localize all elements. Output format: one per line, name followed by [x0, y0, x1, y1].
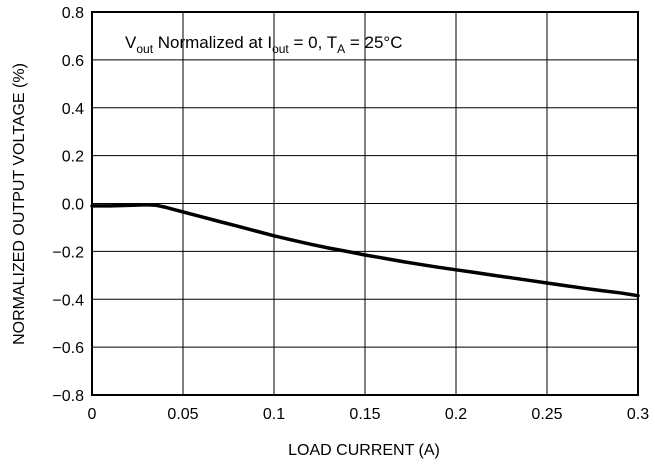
x-tick-label: 0.05 [167, 406, 198, 423]
grid-lines [91, 11, 639, 396]
x-tick-label: 0.25 [531, 406, 562, 423]
plot-frame [91, 11, 639, 396]
y-tick-label: 0.8 [62, 5, 84, 22]
y-tick-label: 0.6 [62, 53, 84, 70]
y-tick-labels: 0.8 0.6 0.4 0.2 0.0 −0.2 −0.4 −0.6 −0.8 [52, 5, 84, 405]
x-tick-label: 0.2 [445, 406, 467, 423]
annotation: Vout Normalized at Iout = 0, TA = 25°C [125, 33, 403, 56]
y-axis-label: NORMALIZED OUTPUT VOLTAGE (%) [11, 63, 28, 345]
x-tick-label: 0.1 [263, 406, 285, 423]
y-tick-label: −0.8 [52, 388, 84, 405]
series-line [90, 202, 640, 298]
y-tick-label: 0.4 [62, 101, 84, 118]
y-tick-label: −0.2 [52, 244, 84, 261]
x-axis-label: LOAD CURRENT (A) [288, 442, 440, 459]
y-tick-label: 0.0 [62, 197, 84, 214]
y-tick-label: −0.6 [52, 340, 84, 357]
x-tick-label: 0.3 [627, 406, 649, 423]
x-tick-label: 0.15 [349, 406, 380, 423]
y-tick-label: 0.2 [62, 149, 84, 166]
x-tick-label: 0 [88, 406, 97, 423]
y-tick-label: −0.4 [52, 292, 84, 309]
x-tick-labels: 0 0.05 0.1 0.15 0.2 0.25 0.3 [88, 406, 650, 423]
